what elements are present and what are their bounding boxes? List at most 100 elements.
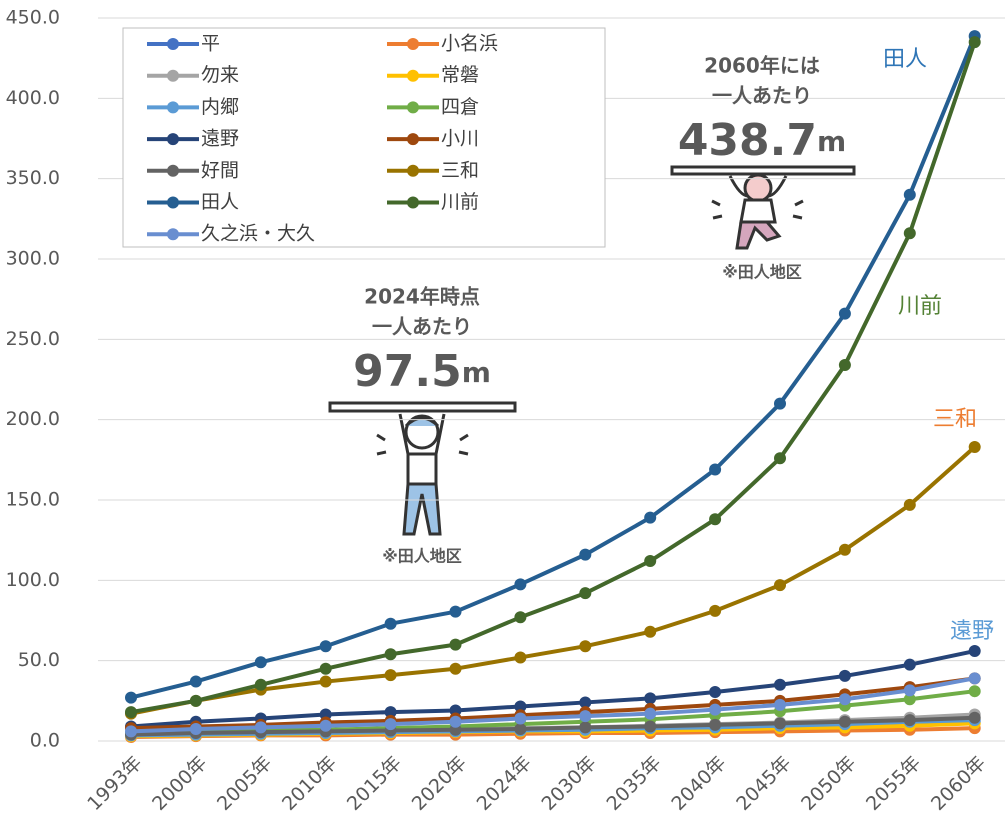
- series-line: [130, 35, 977, 700]
- point: [774, 717, 786, 730]
- callout-number: 438.7: [678, 115, 817, 166]
- point: [903, 658, 916, 671]
- series-end-label: 田人: [883, 47, 927, 72]
- legend-marker: [407, 69, 419, 82]
- point: [449, 605, 462, 618]
- series-line: [130, 649, 976, 729]
- y-tick-label: 300.0: [6, 248, 60, 270]
- point: [125, 691, 137, 704]
- person-icon: [670, 165, 856, 250]
- point: [514, 578, 527, 591]
- point: [838, 669, 851, 682]
- x-tick-label: 2024年: [473, 752, 536, 815]
- series-end-label: 遠野: [950, 619, 994, 644]
- point: [838, 307, 851, 320]
- legend-marker: [167, 196, 179, 209]
- legend-marker: [167, 164, 179, 177]
- legend-label: 三和: [441, 159, 479, 181]
- y-tick-label: 200.0: [6, 408, 60, 430]
- point: [709, 604, 722, 617]
- point: [254, 656, 267, 669]
- point: [903, 227, 916, 240]
- series-line: [130, 676, 975, 731]
- point: [774, 678, 786, 691]
- series-line: [130, 445, 977, 716]
- callout-value: 97.5m: [353, 346, 491, 397]
- point: [903, 188, 916, 201]
- legend-label: 平: [201, 33, 220, 55]
- y-tick-label: 400.0: [6, 87, 60, 109]
- point: [449, 638, 462, 651]
- callout-line: 2024年時点: [364, 285, 480, 309]
- point: [774, 579, 786, 592]
- point: [189, 722, 202, 735]
- point: [968, 440, 981, 453]
- point: [384, 617, 397, 630]
- person-icon: [328, 401, 517, 536]
- point: [514, 651, 527, 664]
- x-tick-label: 2030年: [538, 752, 601, 815]
- point: [514, 722, 527, 735]
- series-line: [130, 715, 975, 737]
- callout-value: 438.7m: [678, 115, 846, 166]
- point: [125, 706, 137, 719]
- legend-label: 田人: [201, 191, 239, 213]
- point: [709, 463, 722, 476]
- legend-label: 小名浜: [441, 33, 498, 55]
- legend-label: 常磐: [441, 64, 479, 86]
- point: [774, 397, 786, 410]
- series-end-label: 三和: [933, 407, 977, 432]
- point: [449, 715, 462, 728]
- y-tick-label: 150.0: [6, 489, 60, 511]
- legend-marker: [167, 228, 179, 241]
- x-tick-label: 2040年: [667, 752, 730, 815]
- callout-unit: m: [462, 356, 491, 389]
- legend-box: [122, 27, 606, 248]
- point: [579, 721, 592, 734]
- x-tick-label: 2035年: [602, 752, 665, 815]
- callout-line: 一人あたり: [712, 84, 812, 108]
- legend-marker: [407, 133, 419, 146]
- point: [709, 718, 722, 731]
- y-tick-label: 450.0: [6, 7, 60, 29]
- y-tick-label: 350.0: [6, 167, 60, 189]
- point: [644, 707, 657, 720]
- x-tick-label: 1993年: [83, 752, 146, 815]
- point: [838, 359, 851, 372]
- series-line: [130, 676, 976, 734]
- callout-note: ※田人地区: [382, 547, 462, 566]
- point: [838, 543, 851, 556]
- legend-label: 勿来: [201, 64, 239, 86]
- point: [968, 685, 981, 698]
- point: [968, 36, 981, 49]
- point: [968, 672, 981, 685]
- legend-marker: [407, 164, 419, 177]
- legend-label: 内郷: [201, 96, 239, 118]
- x-tick-label: 2045年: [732, 752, 795, 815]
- point: [319, 662, 332, 675]
- legend-label: 久之浜・大久: [201, 223, 315, 245]
- legend-label: 遠野: [201, 128, 239, 150]
- point: [579, 640, 592, 653]
- point: [838, 693, 851, 706]
- legend-marker: [407, 101, 419, 114]
- y-tick-label: 250.0: [6, 328, 60, 350]
- legend-marker: [407, 196, 419, 209]
- point: [319, 675, 332, 688]
- x-tick-label: 2015年: [343, 752, 406, 815]
- y-tick-label: 50.0: [18, 649, 60, 671]
- point: [514, 611, 527, 624]
- callout-number: 97.5: [353, 346, 462, 397]
- callout-note: ※田人地区: [722, 263, 802, 282]
- x-tick-label: 2000年: [148, 752, 211, 815]
- point: [189, 675, 202, 688]
- point: [644, 720, 657, 733]
- point: [319, 719, 332, 732]
- legend-label: 小川: [441, 128, 479, 150]
- legend-marker: [167, 101, 179, 114]
- point: [644, 511, 657, 524]
- point: [254, 721, 267, 734]
- point: [644, 555, 657, 568]
- point: [774, 452, 786, 465]
